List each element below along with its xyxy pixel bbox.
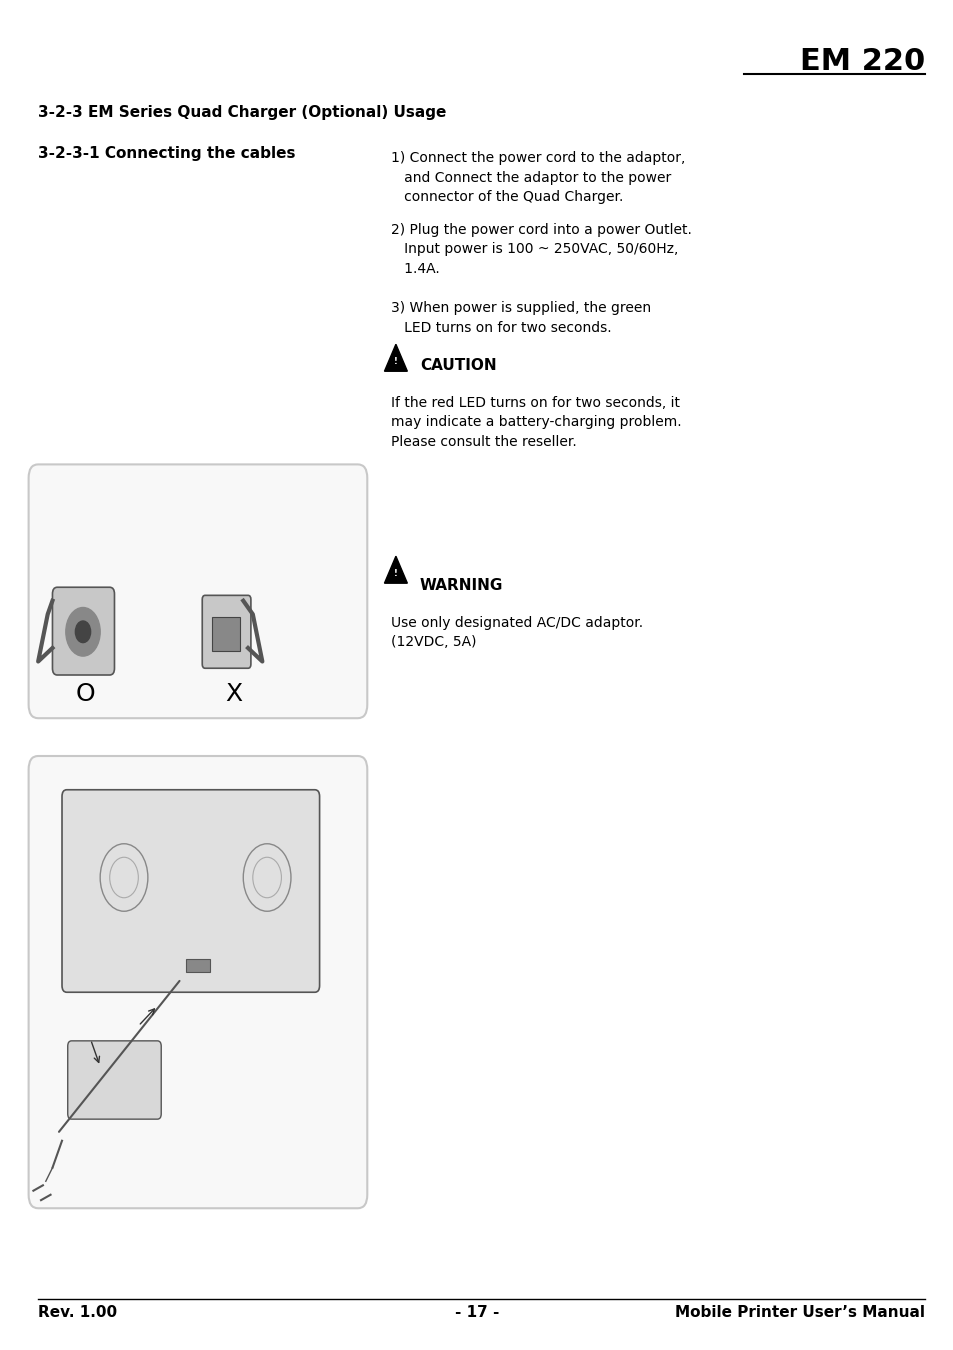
FancyBboxPatch shape bbox=[68, 1041, 161, 1119]
Polygon shape bbox=[384, 556, 407, 583]
Text: 3) When power is supplied, the green
   LED turns on for two seconds.: 3) When power is supplied, the green LED… bbox=[391, 301, 651, 335]
Text: Rev. 1.00: Rev. 1.00 bbox=[38, 1305, 117, 1320]
FancyBboxPatch shape bbox=[52, 587, 114, 675]
Circle shape bbox=[66, 608, 100, 656]
Text: X: X bbox=[225, 682, 242, 706]
FancyBboxPatch shape bbox=[62, 790, 319, 992]
Text: 3-2-3-1 Connecting the cables: 3-2-3-1 Connecting the cables bbox=[38, 146, 295, 161]
FancyBboxPatch shape bbox=[29, 756, 367, 1208]
FancyBboxPatch shape bbox=[29, 464, 367, 718]
Text: CAUTION: CAUTION bbox=[419, 358, 496, 373]
Text: 1) Connect the power cord to the adaptor,
   and Connect the adaptor to the powe: 1) Connect the power cord to the adaptor… bbox=[391, 151, 685, 204]
Text: O: O bbox=[76, 682, 95, 706]
FancyBboxPatch shape bbox=[202, 595, 251, 668]
Text: - 17 -: - 17 - bbox=[455, 1305, 498, 1320]
Text: If the red LED turns on for two seconds, it
may indicate a battery-charging prob: If the red LED turns on for two seconds,… bbox=[391, 396, 681, 448]
Text: 2) Plug the power cord into a power Outlet.
   Input power is 100 ~ 250VAC, 50/6: 2) Plug the power cord into a power Outl… bbox=[391, 223, 691, 275]
Text: WARNING: WARNING bbox=[419, 578, 502, 593]
Text: Use only designated AC/DC adaptor.
(12VDC, 5A): Use only designated AC/DC adaptor. (12VD… bbox=[391, 616, 642, 649]
Text: Mobile Printer User’s Manual: Mobile Printer User’s Manual bbox=[675, 1305, 924, 1320]
Text: !: ! bbox=[394, 570, 397, 578]
Text: EM 220: EM 220 bbox=[800, 47, 924, 76]
Circle shape bbox=[75, 621, 91, 643]
Bar bbox=[186, 958, 210, 972]
Polygon shape bbox=[384, 344, 407, 371]
Text: !: ! bbox=[394, 358, 397, 366]
Text: 3-2-3 EM Series Quad Charger (Optional) Usage: 3-2-3 EM Series Quad Charger (Optional) … bbox=[38, 105, 446, 120]
Bar bbox=[212, 617, 240, 651]
